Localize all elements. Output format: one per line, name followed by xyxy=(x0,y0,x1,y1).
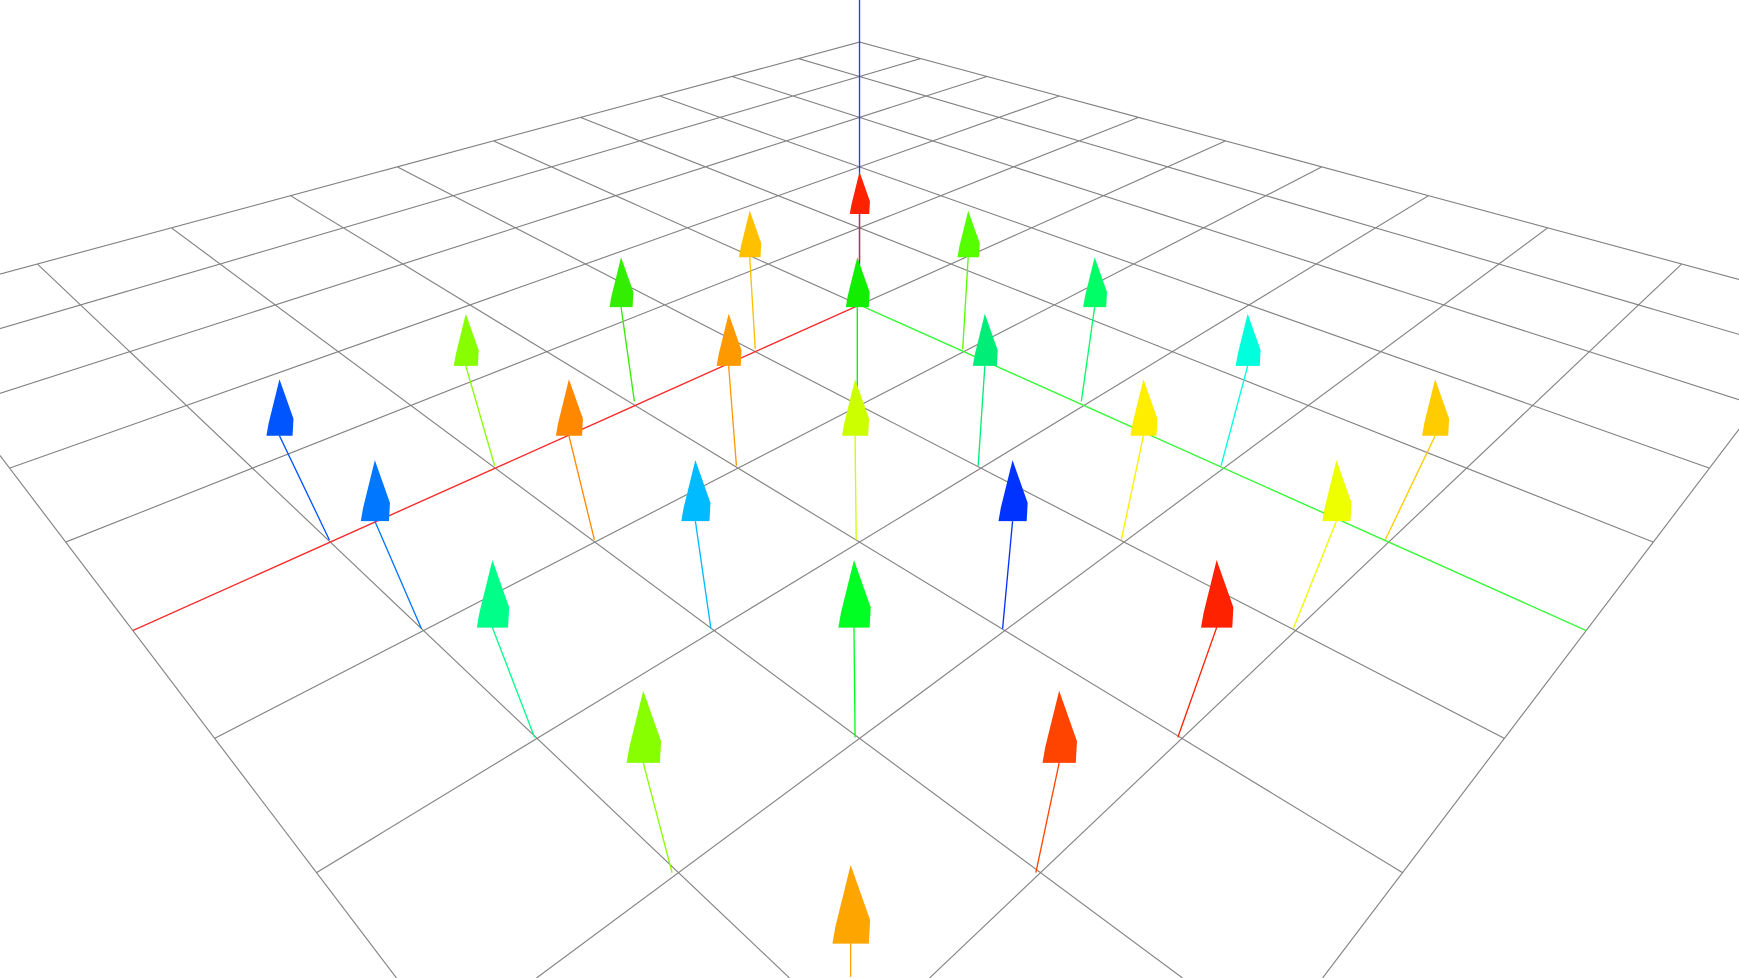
arrow xyxy=(845,257,870,402)
arrow-head xyxy=(1235,313,1261,366)
arrow xyxy=(998,460,1028,629)
arrow xyxy=(1035,690,1077,873)
grid-line xyxy=(580,116,1654,543)
arrow xyxy=(1384,379,1450,541)
arrow-shaft xyxy=(278,435,330,541)
grid-line xyxy=(929,263,1683,978)
arrow xyxy=(1120,379,1158,541)
arrow-shaft xyxy=(642,762,673,873)
grid-line xyxy=(316,195,1429,874)
grid-line xyxy=(859,41,1739,281)
grid-line xyxy=(0,58,921,330)
arrow-shaft xyxy=(1080,307,1096,402)
arrow xyxy=(842,379,870,541)
arrow-head xyxy=(476,559,510,628)
arrow xyxy=(738,210,762,350)
arrow-shaft xyxy=(1292,520,1338,629)
arrow-head xyxy=(845,257,870,308)
arrow-head xyxy=(957,210,980,258)
grid-line xyxy=(65,116,1139,543)
arrow xyxy=(957,210,980,350)
arrow-shaft xyxy=(853,627,856,738)
grid-line xyxy=(290,195,1403,874)
arrow xyxy=(609,257,636,402)
grid-line xyxy=(798,58,1739,335)
arrow-head xyxy=(681,460,711,522)
arrow-shaft xyxy=(1120,435,1145,541)
arrow-head xyxy=(842,379,870,436)
ground-grid xyxy=(0,41,1739,978)
arrow-head xyxy=(838,559,871,628)
arrow-head xyxy=(266,379,294,436)
axes-helper xyxy=(132,0,1587,632)
arrow-head xyxy=(626,690,662,763)
arrow xyxy=(266,379,330,541)
grid-line xyxy=(0,75,988,394)
arrow xyxy=(832,864,871,977)
grid-line xyxy=(659,95,1710,469)
arrow xyxy=(360,460,423,629)
arrow-head xyxy=(716,313,742,366)
grid-line xyxy=(0,41,860,275)
arrow-head xyxy=(1422,379,1450,436)
arrow xyxy=(476,559,536,738)
arrow-head xyxy=(849,171,870,215)
arrow-head xyxy=(1042,690,1077,763)
arrow xyxy=(626,690,673,873)
arrow-head xyxy=(1201,559,1234,628)
arrow xyxy=(453,313,496,466)
grid-line xyxy=(536,227,1549,978)
arrow-head xyxy=(1083,257,1107,308)
grid-line xyxy=(171,227,1183,978)
arrow-head xyxy=(832,864,871,944)
grid-line xyxy=(731,75,1739,401)
arrow-shaft xyxy=(568,435,596,541)
arrow-head xyxy=(555,379,583,436)
arrow-head xyxy=(1322,460,1352,522)
arrow-field xyxy=(266,171,1450,977)
arrow-shaft xyxy=(727,365,738,466)
arrow-head xyxy=(738,210,762,258)
arrow-head xyxy=(998,460,1028,522)
arrow-shaft xyxy=(620,307,636,402)
arrow-shaft xyxy=(961,257,969,350)
grid-line xyxy=(214,166,1322,739)
arrow xyxy=(849,171,870,261)
arrow-shaft xyxy=(374,520,423,629)
arrow-head xyxy=(972,313,998,366)
arrow xyxy=(716,313,742,466)
arrow xyxy=(972,313,998,466)
arrow-shaft xyxy=(1001,521,1014,629)
arrow-shaft xyxy=(749,257,756,350)
arrow xyxy=(1292,460,1352,629)
arrow-shaft xyxy=(694,521,712,629)
arrow xyxy=(681,460,712,629)
arrow-shaft xyxy=(465,365,496,466)
grid-line xyxy=(397,166,1505,739)
grid-line xyxy=(37,263,790,978)
grid-line xyxy=(0,455,397,978)
arrow xyxy=(1080,257,1107,402)
grid-line xyxy=(9,95,1060,469)
arrow xyxy=(1220,313,1261,466)
arrow-shaft xyxy=(1384,435,1436,541)
arrow-shaft xyxy=(1220,365,1249,466)
arrow-shaft xyxy=(1035,762,1060,873)
arrow xyxy=(555,379,596,541)
arrow-shaft xyxy=(491,627,536,738)
arrow-head xyxy=(609,257,634,308)
arrow xyxy=(1177,559,1234,738)
arrow-shaft xyxy=(977,365,986,466)
arrow xyxy=(838,559,871,738)
arrow-shaft xyxy=(1177,627,1218,738)
grid-line xyxy=(1322,428,1739,978)
arrow-shaft xyxy=(854,435,857,541)
arrow-head xyxy=(1130,379,1158,436)
arrow-head xyxy=(453,313,479,366)
arrow-head xyxy=(360,460,390,522)
